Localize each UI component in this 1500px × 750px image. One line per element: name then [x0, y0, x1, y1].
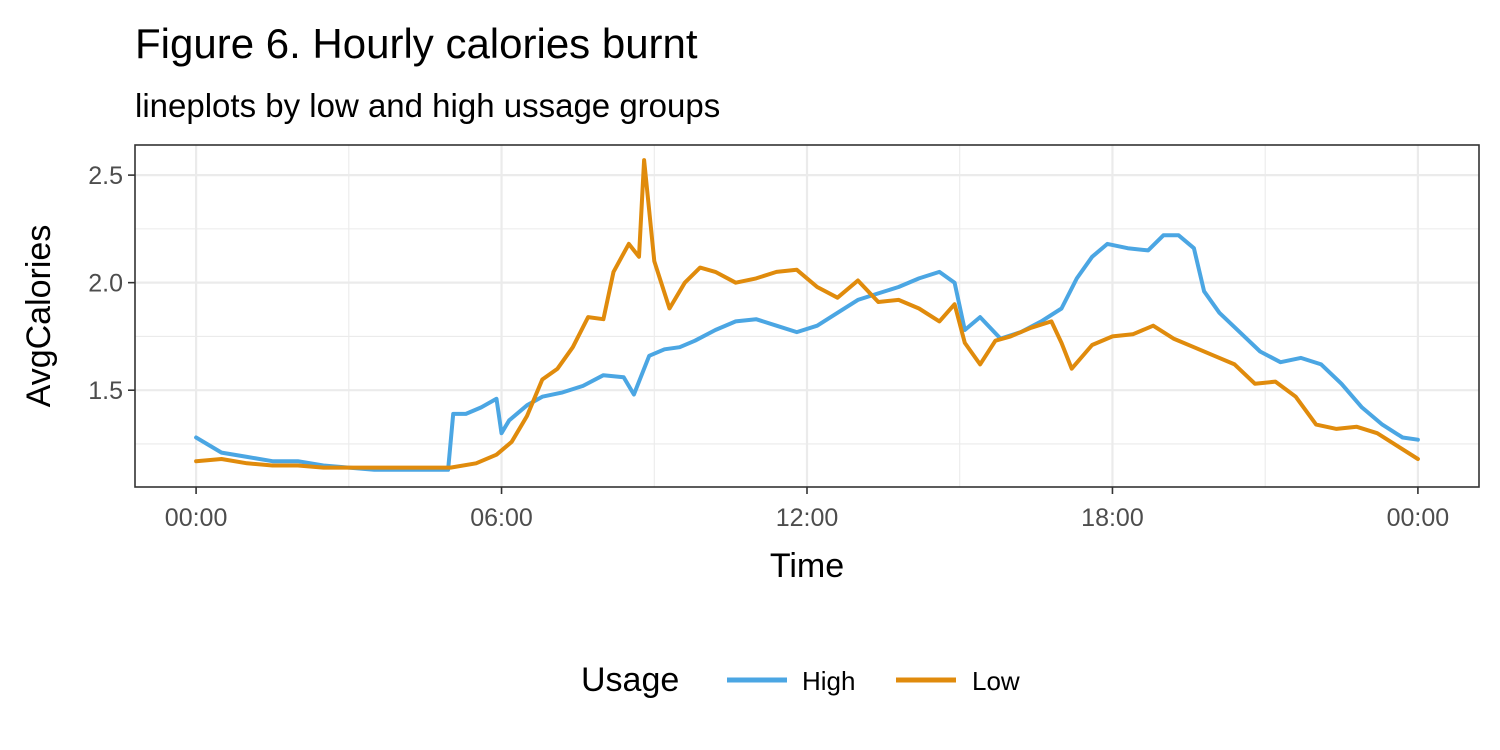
series-line-low: [194, 158, 1420, 470]
legend-title: Usage: [581, 661, 679, 699]
chart-subtitle: lineplots by low and high ussage groups: [135, 87, 720, 124]
x-axis: 00:00 06:00 12:00 18:00 00:00: [165, 487, 1449, 532]
legend-label-high: High: [802, 666, 855, 696]
y-tick-label: 2.0: [88, 270, 123, 298]
major-gridlines: [135, 145, 1479, 487]
series-line-high: [194, 233, 1420, 472]
x-tick-label: 00:00: [1387, 504, 1450, 532]
y-axis-title: AvgCalories: [20, 225, 58, 408]
chart-title: Figure 6. Hourly calories burnt: [135, 20, 698, 67]
legend: Usage High Low: [581, 661, 1020, 699]
x-tick-label: 00:00: [165, 504, 228, 532]
x-tick-label: 12:00: [776, 504, 839, 532]
y-axis: 1.5 2.0 2.5: [88, 162, 135, 405]
x-tick-label: 18:00: [1081, 504, 1144, 532]
y-tick-label: 1.5: [88, 377, 123, 405]
x-axis-title: Time: [770, 547, 844, 585]
y-tick-label: 2.5: [88, 162, 123, 190]
legend-label-low: Low: [972, 666, 1020, 696]
series-lines: [194, 158, 1420, 472]
x-tick-label: 06:00: [470, 504, 533, 532]
